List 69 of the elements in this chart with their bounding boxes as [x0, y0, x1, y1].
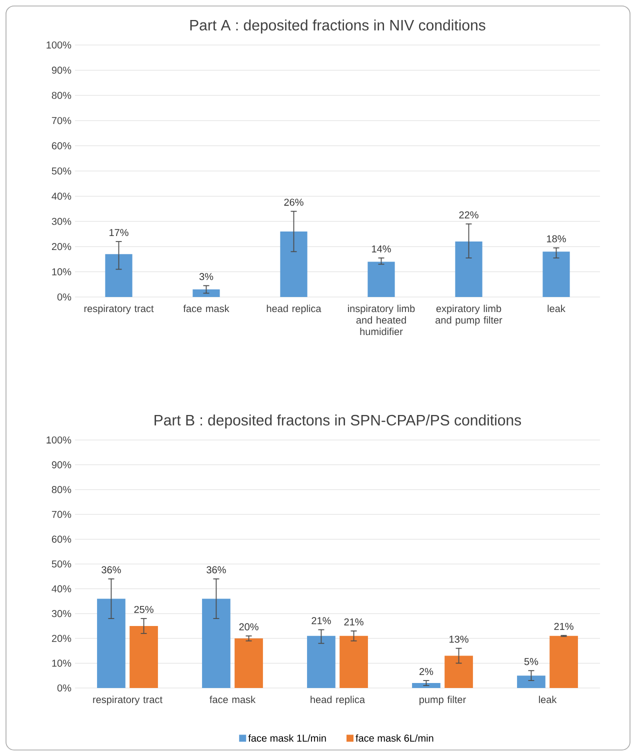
data-label: 3%	[199, 273, 214, 280]
legend-label: face mask 6L/min	[356, 734, 434, 742]
bar	[105, 254, 132, 297]
y-tick-label: 100%	[46, 41, 72, 49]
bar	[455, 242, 482, 297]
y-tick-label: 0%	[57, 293, 72, 301]
x-tick-label: head replica	[310, 696, 365, 706]
bar	[192, 289, 220, 297]
x-tick-label: face mask	[210, 696, 256, 704]
y-tick-label: 20%	[52, 243, 72, 250]
bar	[542, 252, 570, 297]
bar	[202, 598, 230, 688]
bar	[517, 676, 546, 688]
x-tick-label: expiratory limb and pump filter	[436, 304, 502, 326]
x-tick-label: head replica	[266, 304, 322, 314]
y-tick-label: 80%	[52, 92, 72, 99]
y-tick-label: 100%	[46, 436, 72, 444]
data-label: 36%	[102, 566, 121, 574]
y-tick-label: 30%	[52, 218, 72, 225]
y-tick-label: 90%	[52, 66, 72, 74]
bar	[444, 656, 473, 688]
x-tick-label: leak	[538, 696, 557, 704]
bar	[412, 683, 440, 688]
data-label: 22%	[459, 211, 478, 218]
chart-title: Part B : deposited fractons in SPN-CPAP/PS conditions	[154, 414, 522, 428]
y-tick-label: 0%	[57, 684, 72, 692]
data-label: 18%	[547, 235, 566, 242]
data-label: 5%	[524, 658, 538, 666]
y-tick-label: 70%	[52, 510, 72, 518]
x-tick-label: respiratory tract	[93, 696, 162, 706]
data-label: 2%	[419, 668, 434, 676]
data-label: 21%	[312, 617, 331, 624]
bar	[97, 598, 126, 688]
data-label: 13%	[450, 636, 468, 643]
x-tick-label: leak	[548, 304, 566, 312]
bar	[340, 636, 368, 688]
y-tick-label: 90%	[52, 461, 72, 468]
chart-title: Part A : deposited fractions in NIV conditions	[190, 19, 486, 34]
data-label: 20%	[239, 623, 258, 630]
x-tick-label: pump filter	[420, 696, 466, 706]
x-tick-label: inspiratory limb and heated humidifier	[348, 304, 415, 336]
y-tick-label: 80%	[52, 486, 72, 494]
legend-label: face mask 1L/min	[248, 734, 326, 742]
x-tick-label: respiratory tract	[84, 304, 154, 314]
bar	[550, 636, 578, 688]
y-tick-label: 20%	[52, 634, 72, 642]
y-tick-label: 60%	[52, 536, 72, 543]
data-label: 21%	[344, 618, 364, 626]
y-tick-label: 60%	[52, 142, 72, 150]
y-tick-label: 10%	[52, 660, 72, 667]
bar	[368, 262, 395, 297]
y-tick-label: 70%	[52, 117, 72, 124]
data-label: 14%	[372, 245, 391, 252]
y-tick-label: 50%	[52, 167, 72, 175]
y-tick-label: 10%	[52, 268, 72, 276]
data-label: 17%	[110, 229, 128, 236]
bar	[280, 231, 308, 297]
bar	[130, 626, 158, 688]
y-tick-label: 50%	[52, 560, 72, 568]
data-label: 21%	[554, 622, 574, 630]
data-label: 25%	[134, 606, 154, 614]
y-tick-label: 40%	[52, 192, 72, 200]
data-label: 36%	[206, 566, 226, 574]
x-tick-label: face mask	[183, 304, 230, 312]
y-tick-label: 40%	[52, 585, 72, 592]
data-label: 26%	[284, 198, 304, 206]
bar	[234, 638, 263, 688]
bar	[307, 636, 336, 688]
y-tick-label: 30%	[52, 610, 72, 618]
